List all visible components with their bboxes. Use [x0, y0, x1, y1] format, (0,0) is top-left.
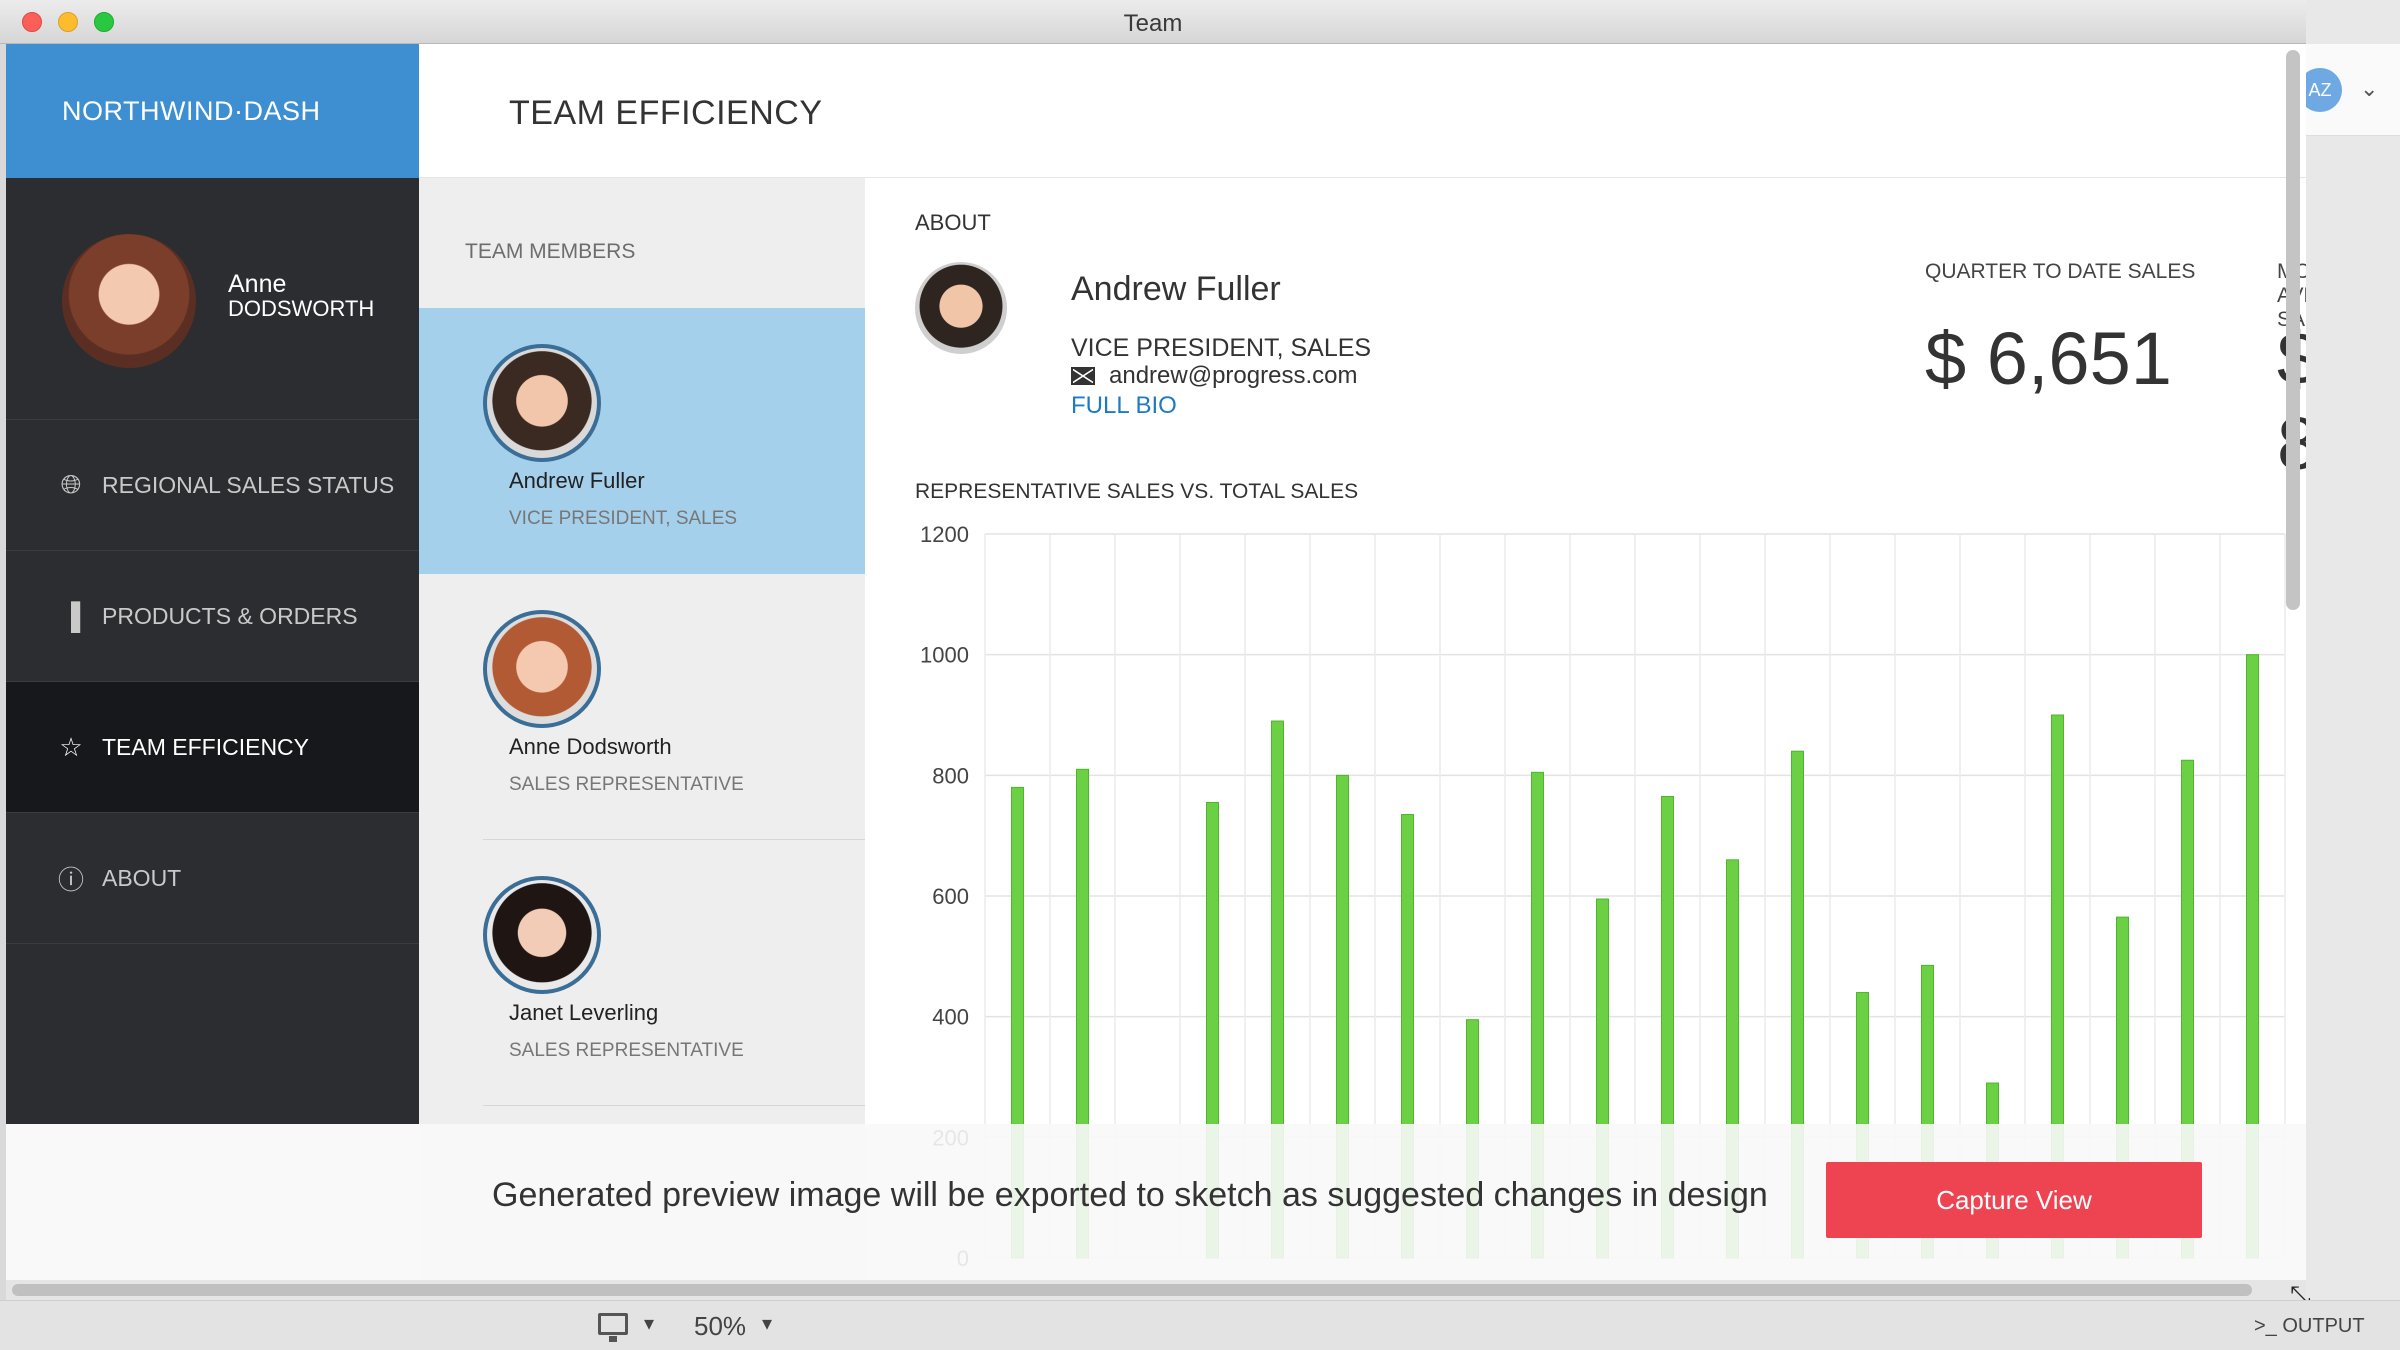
sidebar-item-team-efficiency[interactable]: ☆ TEAM EFFICIENCY: [6, 682, 419, 813]
profile-avatar: [915, 262, 1007, 354]
chart-title: REPRESENTATIVE SALES VS. TOTAL SALES: [915, 480, 1359, 503]
sidebar-item-label: REGIONAL SALES STATUS: [102, 471, 395, 498]
background-window: [2306, 0, 2400, 1350]
user-first-name: Anne: [228, 270, 287, 298]
bar-chart-icon: ▐: [61, 600, 81, 631]
page-title: TEAM EFFICIENCY: [509, 94, 823, 132]
zoom-window-button[interactable]: [94, 12, 114, 32]
brand-logo[interactable]: NORTHWIND·DASH: [6, 44, 419, 178]
sidebar-item-label: TEAM EFFICIENCY: [102, 733, 310, 760]
member-item-anne-dodsworth[interactable]: Anne Dodsworth SALES REPRESENTATIVE: [419, 574, 865, 840]
user-last-name: DODSWORTH: [228, 296, 375, 321]
app-canvas: NORTHWIND·DASH Anne DODSWORTH 🌐︎ REGIONA…: [6, 44, 2306, 1280]
profile-title: VICE PRESIDENT, SALES: [1071, 334, 1372, 362]
user-avatar: [62, 234, 196, 368]
y-tick-label: 1200: [920, 522, 969, 547]
close-window-button[interactable]: [22, 12, 42, 32]
user-card: Anne DODSWORTH: [6, 178, 419, 420]
about-panel: ABOUT Andrew Fuller VICE PRESIDENT, SALE…: [865, 178, 2306, 1280]
caret-down-icon[interactable]: ▾: [644, 1313, 655, 1335]
vertical-scrollbar[interactable]: [2286, 50, 2300, 610]
avatar: [483, 344, 601, 462]
capture-view-button[interactable]: Capture View: [1826, 1162, 2202, 1238]
profile-email: andrew@progress.com: [1071, 362, 1357, 390]
window-titlebar: Team: [0, 0, 2306, 44]
sidebar-item-about[interactable]: ⓘ ABOUT: [6, 813, 419, 944]
info-icon: ⓘ: [57, 864, 84, 895]
qtd-sales-value: $ 6,651: [1925, 317, 2172, 400]
team-members-panel: TEAM MEMBERS Andrew Fuller VICE PRESIDEN…: [419, 178, 865, 1280]
bottom-toolbar: ▾ 50% ▾ >_ OUTPUT: [0, 1300, 2400, 1350]
avatar: [483, 610, 601, 728]
divider: [483, 1105, 865, 1106]
member-name: Andrew Fuller: [509, 468, 645, 493]
divider: [483, 839, 865, 840]
sidebar-item-label: ABOUT: [102, 864, 182, 891]
about-heading: ABOUT: [915, 210, 991, 235]
capture-overlay: Generated preview image will be exported…: [6, 1124, 2306, 1280]
member-item-andrew-fuller[interactable]: Andrew Fuller VICE PRESIDENT, SALES: [419, 308, 865, 574]
horizontal-scrollbar[interactable]: [12, 1284, 2252, 1296]
star-icon: ☆: [59, 731, 83, 762]
chevron-down-icon[interactable]: ⌄: [2360, 76, 2379, 101]
mail-icon: [1071, 367, 1095, 385]
member-name: Anne Dodsworth: [509, 734, 672, 759]
sidebar-item-products-orders[interactable]: ▐ PRODUCTS & ORDERS: [6, 551, 419, 682]
member-role: SALES REPRESENTATIVE: [509, 774, 744, 795]
y-tick-label: 400: [932, 1005, 969, 1030]
sidebar: NORTHWIND·DASH Anne DODSWORTH 🌐︎ REGIONA…: [6, 44, 419, 1124]
monitor-icon[interactable]: [598, 1313, 628, 1342]
team-members-heading: TEAM MEMBERS: [465, 240, 636, 263]
globe-icon: 🌐︎: [60, 469, 82, 499]
sidebar-item-regional-sales[interactable]: 🌐︎ REGIONAL SALES STATUS: [6, 420, 419, 551]
y-tick-label: 1000: [920, 643, 969, 668]
window-title: Team: [1123, 10, 1183, 37]
qtd-sales-label: QUARTER TO DATE SALES: [1925, 260, 2196, 283]
email-text: andrew@progress.com: [1109, 362, 1358, 389]
terminal-icon: >_: [2254, 1315, 2283, 1337]
page-header: TEAM EFFICIENCY: [419, 44, 2306, 178]
zoom-level[interactable]: 50%: [694, 1311, 747, 1341]
member-role: SALES REPRESENTATIVE: [509, 1040, 744, 1061]
full-bio-link[interactable]: FULL BIO: [1071, 392, 1177, 419]
overlay-message: Generated preview image will be exported…: [492, 1176, 1768, 1214]
y-tick-label: 800: [932, 763, 969, 788]
caret-down-icon[interactable]: ▾: [762, 1313, 773, 1335]
output-label: OUTPUT: [2282, 1315, 2365, 1337]
member-role: VICE PRESIDENT, SALES: [509, 508, 738, 529]
output-panel-toggle[interactable]: >_ OUTPUT: [2254, 1315, 2365, 1338]
member-name: Janet Leverling: [509, 1000, 659, 1025]
member-item-janet-leverling[interactable]: Janet Leverling SALES REPRESENTATIVE: [419, 840, 865, 1106]
sidebar-item-label: PRODUCTS & ORDERS: [102, 602, 358, 629]
y-tick-label: 600: [932, 884, 969, 909]
profile-name: Andrew Fuller: [1071, 270, 1281, 308]
minimize-window-button[interactable]: [58, 12, 78, 32]
avatar: [483, 876, 601, 994]
